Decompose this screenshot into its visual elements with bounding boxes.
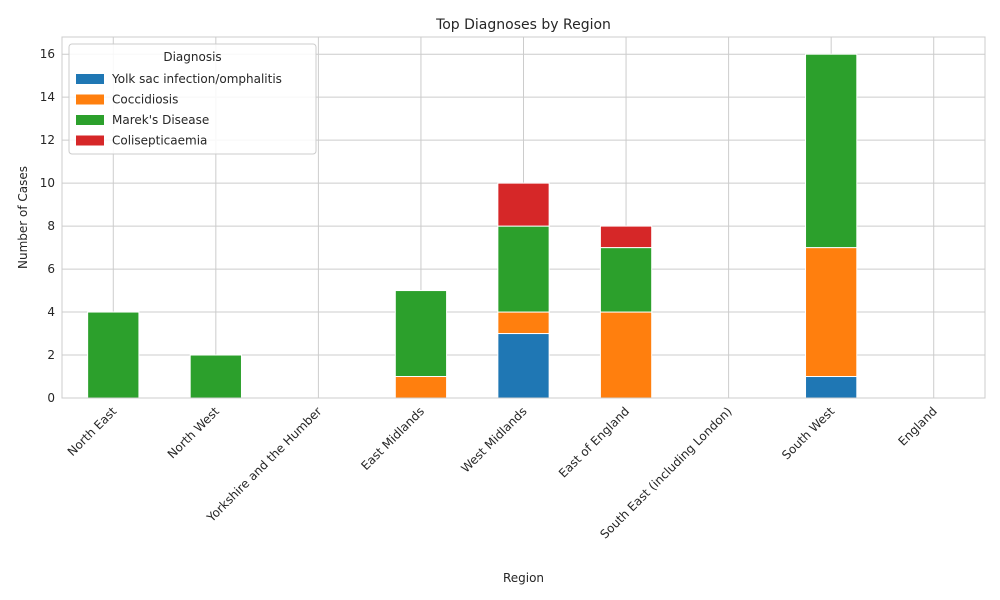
x-tick-label: East of England (556, 404, 632, 480)
plot-frame (61, 36, 986, 399)
x-tick-label: Yorkshire and the Humber (203, 404, 324, 525)
bar-segment (394, 376, 448, 399)
y-tick-label: 4 (47, 305, 55, 319)
legend-swatch (76, 135, 104, 146)
legend-label: Marek's Disease (112, 113, 209, 127)
bar-segment (599, 225, 653, 249)
bar-segment (497, 311, 550, 335)
x-tick-label: East Midlands (358, 404, 427, 473)
x-tick-label: North East (65, 404, 120, 459)
bar-segment (394, 290, 448, 378)
legend-label: Yolk sac infection/omphalitis (111, 72, 282, 86)
y-tick-label: 14 (40, 90, 55, 104)
bar-segment (497, 182, 550, 227)
legend: Diagnosis Yolk sac infection/omphalitis C… (68, 43, 317, 155)
bar-segment (497, 225, 550, 313)
y-axis-ticks: 0 2 4 6 8 10 12 14 16 (40, 47, 55, 405)
bar-segment (87, 311, 140, 399)
legend-swatch (76, 74, 104, 84)
legend-label: Coccidiosis (112, 93, 178, 107)
bar-segment (805, 247, 858, 378)
bar-segment (599, 311, 653, 399)
x-axis-label: Region (503, 571, 544, 585)
legend-swatch (76, 94, 104, 105)
bar-segment (189, 354, 242, 399)
y-tick-label: 10 (40, 176, 55, 190)
chart-title: Top Diagnoses by Region (435, 17, 611, 33)
x-tick-label: West Midlands (458, 404, 529, 475)
bar-segment (805, 376, 858, 399)
y-tick-label: 8 (47, 219, 55, 233)
bar-segment (497, 333, 550, 399)
y-tick-label: 2 (47, 348, 55, 362)
x-tick-label: England (895, 404, 939, 448)
legend-box (68, 43, 317, 155)
y-tick-label: 12 (40, 133, 55, 147)
y-axis-label: Number of Cases (16, 166, 30, 269)
bars (87, 53, 858, 399)
y-tick-label: 0 (47, 391, 55, 405)
y-tick-label: 16 (40, 47, 55, 61)
bar-segment (805, 53, 858, 249)
legend-title: Diagnosis (163, 50, 221, 64)
y-tick-label: 6 (47, 262, 55, 276)
legend-label: Colisepticaemia (112, 134, 207, 148)
legend-swatch (76, 115, 104, 125)
x-tick-label: South West (779, 404, 837, 462)
bar-segment (599, 247, 653, 313)
x-tick-label: North West (165, 404, 222, 461)
